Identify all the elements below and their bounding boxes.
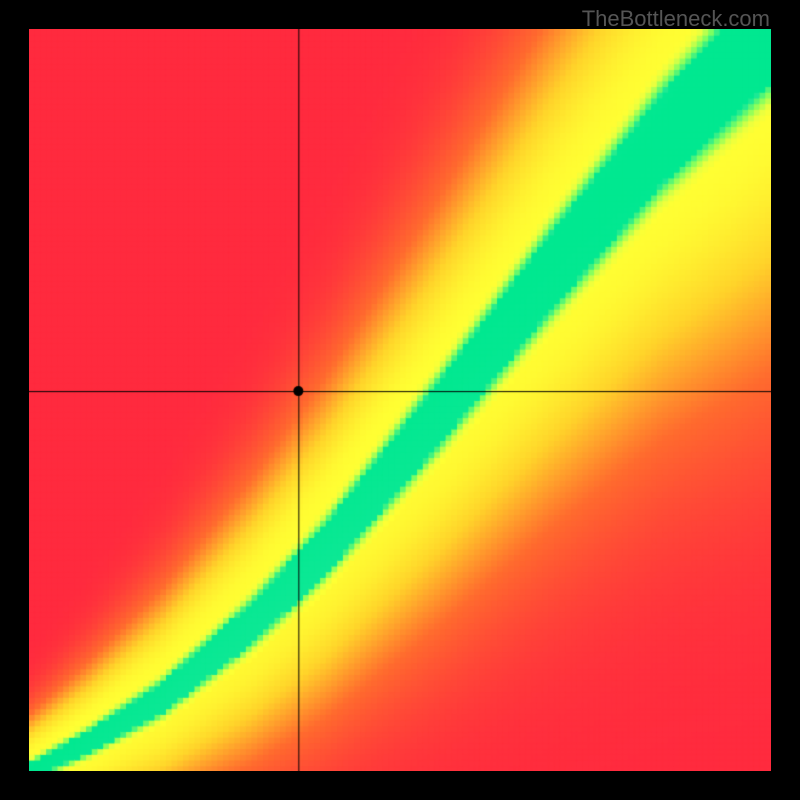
heatmap-plot xyxy=(29,29,771,771)
heatmap-canvas xyxy=(29,29,771,771)
watermark-text: TheBottleneck.com xyxy=(582,6,770,32)
